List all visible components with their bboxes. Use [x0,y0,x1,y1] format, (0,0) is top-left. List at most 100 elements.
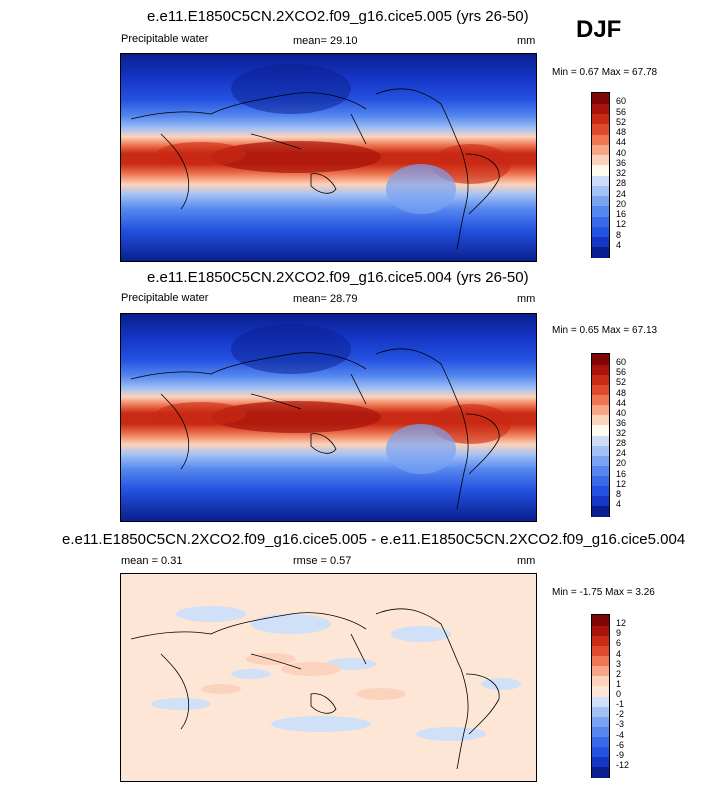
colorbar-segment [592,354,609,365]
colorbar-tick-label: -1 [616,699,625,710]
colorbar-tick-label: 4 [616,648,622,659]
colorbar-segment [592,766,609,778]
panel-1-minmax: Min = 0.67 Max = 67.78 [552,67,658,78]
panel-1-mean: mean= 29.10 [293,35,358,47]
colorbar-tick-label: 1 [616,678,622,689]
colorbar-segment [592,465,609,476]
colorbar-segment [592,655,609,667]
colorbar-tick-label: 2 [616,668,622,679]
colorbar-tick-label: 0 [616,689,622,699]
colorbar-segment [592,164,609,176]
panel-2-units: mm [517,293,536,305]
colorbar-tick-label: 8 [616,488,622,499]
colorbar-tick-label: 3 [616,658,622,669]
colorbar-segment [592,435,609,446]
panel-3-colorbar-labels: -12 -9 -6 -4 -3 -2 -1 0 1 2 3 4 6 9 12 [616,614,646,776]
colorbar-segment [592,134,609,145]
panel-2-title: e.e11.E1850C5CN.2XCO2.f09_g16.cice5.004 … [147,269,529,286]
season-label: DJF [576,16,622,43]
colorbar-tick-label: 36 [616,157,627,168]
panel-3-units: mm [517,555,536,567]
colorbar-segment [592,175,609,186]
panel-3-mean: mean = 0.31 [121,555,183,567]
colorbar-segment [592,93,609,104]
colorbar-segment [592,205,609,217]
colorbar-segment [592,236,609,248]
colorbar-tick-label: 48 [616,127,627,137]
panel-3-rmse: rmse = 0.57 [293,555,352,567]
colorbar-segment [592,675,609,687]
panel-2-colorbar [591,353,610,517]
colorbar-segment [592,246,609,258]
panel-1-title: e.e11.E1850C5CN.2XCO2.f09_g16.cice5.005 … [147,8,529,25]
colorbar-segment [592,685,609,697]
colorbar-segment [592,374,609,385]
colorbar-segment [592,384,609,395]
colorbar-segment [592,726,609,737]
colorbar-tick-label: 20 [616,458,627,469]
colorbar-segment [592,445,609,456]
colorbar-tick-label: 6 [616,638,622,649]
colorbar-segment [592,645,609,656]
colorbar-tick-label: -3 [616,719,625,730]
panel-1-units: mm [517,35,536,47]
colorbar-tick-label: 24 [616,188,627,199]
colorbar-tick-label: -4 [616,729,625,740]
colorbar-segment [592,364,609,375]
colorbar-segment [592,635,609,646]
colorbar-segment [592,615,609,626]
colorbar-segment [592,195,609,207]
colorbar-segment [592,216,609,227]
colorbar-tick-label: 44 [616,397,627,408]
colorbar-tick-label: 40 [616,407,627,418]
colorbar-segment [592,404,609,416]
colorbar-segment [592,154,609,166]
colorbar-segment [592,485,609,497]
panel-3-map [120,573,537,782]
colorbar-tick-label: 48 [616,387,627,398]
colorbar-segment [592,226,609,237]
panel-3-minmax: Min = -1.75 Max = 3.26 [552,587,655,598]
panel-3-title: e.e11.E1850C5CN.2XCO2.f09_g16.cice5.005 … [62,531,686,548]
colorbar-tick-label: -9 [616,749,625,760]
colorbar-tick-label: 28 [616,178,627,189]
panel-2-colorbar-labels: 4 8 12 16 20 24 28 32 36 40 44 48 52 56 60 [616,353,646,515]
colorbar-tick-label: 12 [616,478,627,489]
colorbar-segment [592,123,609,135]
colorbar-tick-label: 32 [616,428,627,438]
colorbar-tick-label: 56 [616,106,627,117]
colorbar-tick-label: 52 [616,116,627,127]
colorbar-segment [592,665,609,677]
colorbar-tick-label: 28 [616,438,627,449]
colorbar-tick-label: -2 [616,709,625,720]
colorbar-segment [592,495,609,507]
colorbar-segment [592,625,609,636]
colorbar-segment [592,424,609,436]
colorbar-tick-label: 9 [616,628,622,639]
colorbar-segment [592,113,609,125]
colorbar-tick-label: 60 [616,357,627,368]
colorbar-tick-label: 40 [616,147,627,158]
colorbar-tick-label: 60 [616,96,627,107]
colorbar-tick-label: -6 [616,739,625,750]
colorbar-tick-label: 52 [616,377,627,388]
colorbar-segment [592,736,609,748]
panel-2-map [120,313,537,522]
colorbar-tick-label: 12 [616,618,627,629]
colorbar-tick-label: 56 [616,367,627,378]
colorbar-tick-label: 24 [616,448,627,459]
colorbar-segment [592,455,609,466]
colorbar-segment [592,756,609,768]
colorbar-segment [592,716,609,727]
panel-1-colorbar-labels: 4 8 12 16 20 24 28 32 36 40 44 48 52 56 60 [616,92,646,256]
colorbar-segment [592,696,609,707]
panel-1-map [120,53,537,262]
colorbar-tick-label: 8 [616,229,622,240]
colorbar-tick-label: 20 [616,198,627,209]
colorbar-segment [592,103,609,114]
panel-2-mean: mean= 28.79 [293,293,358,305]
colorbar-segment [592,394,609,406]
panel-1-variable-label: Precipitable water [121,33,209,45]
colorbar-tick-label: 4 [616,239,622,250]
colorbar-segment [592,505,609,517]
